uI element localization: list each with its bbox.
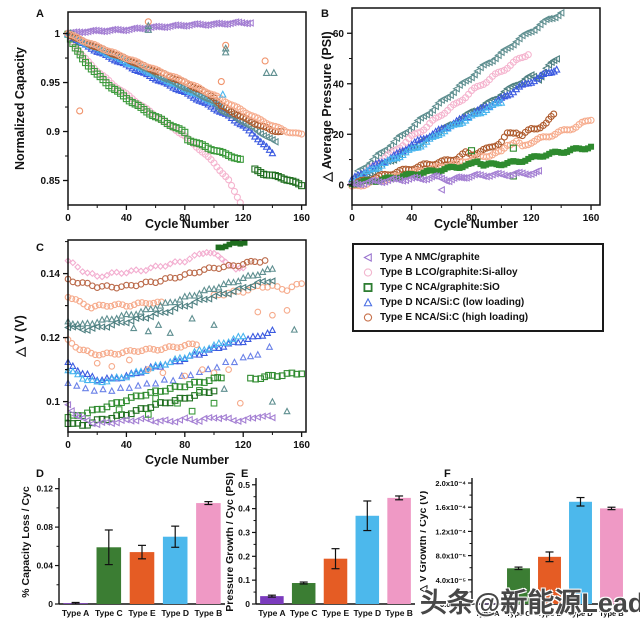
svg-text:0: 0	[48, 599, 53, 609]
svg-text:Type A: Type A	[62, 608, 89, 618]
svg-text:0.4: 0.4	[238, 504, 250, 514]
svg-text:△ V Growth / Cyc (V): △ V Growth / Cyc (V)	[420, 491, 429, 595]
svg-text:0.3: 0.3	[238, 527, 250, 537]
svg-text:0.04: 0.04	[36, 561, 53, 571]
svg-text:Type C: Type C	[506, 609, 531, 618]
svg-text:0: 0	[65, 440, 71, 451]
svg-text:0.5: 0.5	[238, 480, 250, 490]
svg-text:% Capacity Loss / Cyc: % Capacity Loss / Cyc	[20, 486, 32, 598]
svg-text:1.2x10⁻⁴: 1.2x10⁻⁴	[435, 527, 466, 536]
square-marker-icon	[360, 282, 376, 294]
svg-text:0.14: 0.14	[41, 269, 61, 280]
svg-text:80: 80	[179, 440, 191, 451]
legend: Type A NMC/graphite Type B LCO/graphite:…	[352, 243, 604, 332]
svg-text:0.9: 0.9	[46, 127, 60, 138]
panel-c-delta-v-chart: 0 40 80 120 160 0.1 0.12 0.14 Cycle Number △ V (V…	[13, 239, 310, 467]
svg-text:120: 120	[523, 213, 540, 224]
svg-text:40: 40	[333, 79, 345, 90]
svg-text:0: 0	[245, 599, 250, 609]
svg-text:Type B: Type B	[385, 608, 413, 618]
svg-text:Type B: Type B	[599, 609, 624, 618]
panel-f-delta-v-growth-bars: 0.0x10⁰ 4.0x10⁻⁵ 8.0x10⁻⁵ 1.2x10⁻⁴ 1.6x10⁻⁴ 2…	[420, 478, 627, 618]
svg-text:40: 40	[121, 213, 133, 224]
svg-text:1: 1	[54, 29, 60, 40]
legend-label: Type C NCA/graphite:SiO	[380, 282, 500, 293]
circle-marker-icon	[360, 267, 376, 279]
svg-text:40: 40	[121, 440, 133, 451]
svg-text:40: 40	[406, 213, 418, 224]
svg-text:Type E: Type E	[128, 608, 156, 618]
svg-text:0.0x10⁰: 0.0x10⁰	[440, 600, 467, 609]
legend-item-type-b: Type B LCO/graphite:Si-alloy	[360, 265, 594, 280]
svg-text:1.6x10⁻⁴: 1.6x10⁻⁴	[435, 503, 466, 512]
svg-text:0.85: 0.85	[41, 176, 61, 187]
panel-a-normalized-capacity-chart: 0 40 80 120 160 0.85 0.9 0.95 1 Cycle Number Norma…	[13, 11, 310, 231]
svg-text:Type E: Type E	[537, 609, 561, 618]
svg-text:4.0x10⁻⁵: 4.0x10⁻⁵	[436, 576, 467, 585]
legend-label: Type B LCO/graphite:Si-alloy	[380, 267, 518, 278]
svg-text:8.0x10⁻⁵: 8.0x10⁻⁵	[436, 552, 467, 561]
circle-marker-icon	[360, 312, 376, 324]
legend-label: Type E NCA/Si:C (high loading)	[380, 312, 529, 323]
panel-label-b: B	[321, 8, 329, 20]
svg-text:60: 60	[333, 29, 345, 40]
svg-text:Type E: Type E	[322, 608, 350, 618]
svg-text:0: 0	[338, 180, 344, 191]
svg-text:Type A: Type A	[258, 608, 285, 618]
svg-text:160: 160	[293, 213, 310, 224]
svg-text:Normalized Capacity: Normalized Capacity	[13, 47, 27, 170]
svg-text:2.0x10⁻⁴: 2.0x10⁻⁴	[435, 479, 466, 488]
svg-text:Type D: Type D	[161, 608, 189, 618]
svg-text:0.1: 0.1	[238, 575, 250, 585]
svg-text:Type C: Type C	[95, 608, 123, 618]
svg-text:Cycle Number: Cycle Number	[434, 217, 518, 231]
svg-text:Cycle Number: Cycle Number	[145, 217, 229, 231]
svg-text:20: 20	[333, 130, 345, 141]
legend-item-type-d: Type D NCA/Si:C (low loading)	[360, 295, 594, 310]
svg-text:0.08: 0.08	[36, 522, 53, 532]
svg-text:Type A: Type A	[475, 609, 500, 618]
svg-text:Type B: Type B	[195, 608, 223, 618]
svg-text:0: 0	[65, 213, 71, 224]
svg-text:Type C: Type C	[290, 608, 318, 618]
svg-text:0.95: 0.95	[41, 78, 61, 89]
svg-text:120: 120	[235, 440, 252, 451]
legend-item-type-a: Type A NMC/graphite	[360, 250, 594, 265]
watermark: 头条@新能源Leader	[420, 588, 640, 618]
panel-label-f: F	[444, 468, 451, 480]
svg-text:160: 160	[293, 440, 310, 451]
svg-text:Type D: Type D	[568, 609, 593, 618]
panel-label-a: A	[36, 8, 44, 20]
panel-label-e: E	[241, 468, 249, 480]
legend-item-type-c: Type C NCA/graphite:SiO	[360, 280, 594, 295]
svg-text:Pressure Growth / Cyc (PSI): Pressure Growth / Cyc (PSI)	[226, 472, 236, 611]
svg-text:△ V (V): △ V (V)	[13, 315, 27, 358]
panel-e-pressure-growth-bars: 0 0.1 0.2 0.3 0.4 0.5 Type A Type C Type E Type D…	[226, 472, 415, 618]
svg-text:0: 0	[349, 213, 355, 224]
svg-text:0.12: 0.12	[41, 333, 61, 344]
svg-text:80: 80	[179, 213, 191, 224]
svg-text:0.2: 0.2	[238, 551, 250, 561]
panel-label-c: C	[36, 242, 44, 254]
triangle-left-marker-icon	[360, 252, 376, 264]
svg-text:120: 120	[235, 213, 252, 224]
svg-text:80: 80	[466, 213, 478, 224]
triangle-up-marker-icon	[360, 297, 376, 309]
svg-text:0.1: 0.1	[46, 397, 60, 408]
panel-d-capacity-loss-bars: 0 0.04 0.08 0.12 Type A Type C Type E Type D Typ…	[20, 478, 225, 618]
svg-text:Cycle Number: Cycle Number	[145, 453, 229, 467]
legend-item-type-e: Type E NCA/Si:C (high loading)	[360, 310, 594, 325]
svg-text:0.12: 0.12	[36, 484, 53, 494]
legend-label: Type A NMC/graphite	[380, 252, 480, 263]
svg-text:△ Average Pressure (PSI): △ Average Pressure (PSI)	[320, 31, 334, 182]
svg-text:Type D: Type D	[353, 608, 381, 618]
panel-b-pressure-chart: 0 40 80 120 160 0 20 40 60 Cycle Number △ Average …	[320, 7, 601, 231]
legend-label: Type D NCA/Si:C (low loading)	[380, 297, 525, 308]
svg-text:160: 160	[583, 213, 600, 224]
panel-label-d: D	[36, 468, 44, 480]
